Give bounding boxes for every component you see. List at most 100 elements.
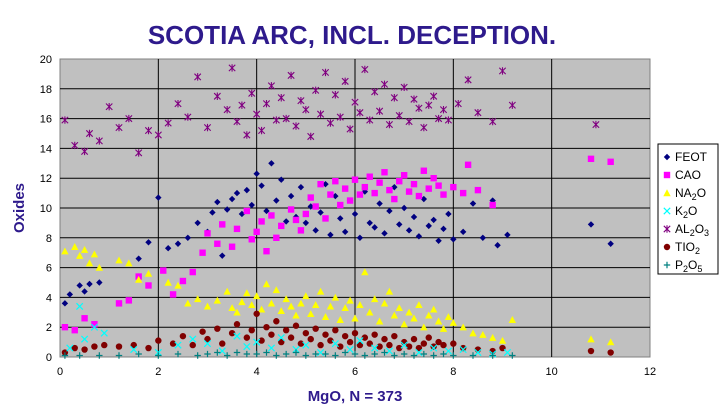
na2o-point: [134, 275, 143, 283]
na2o-point: [71, 243, 79, 250]
al2o3-point: [95, 137, 103, 145]
legend-marker-tio2: [663, 243, 671, 251]
feot-point: [381, 230, 388, 237]
tio2-point: [101, 341, 108, 349]
p2o5-point: [174, 350, 182, 358]
feot-point: [302, 219, 310, 227]
al2o3-point: [464, 76, 472, 84]
na2o-point: [390, 311, 399, 319]
p2o5-point: [223, 352, 231, 359]
y-tick-label: 12: [40, 173, 52, 185]
na2o-point: [429, 305, 438, 313]
feot-point: [297, 183, 305, 191]
legend-label-k2o: K2O: [675, 204, 697, 220]
tick-labels: 0 2 4 6 8 10 12 0 2 4 6 8 10 12 14 16 18 20: [40, 54, 656, 378]
legend-label-tio2: TIO2: [675, 240, 700, 256]
tio2-point: [450, 340, 457, 347]
feot-point: [322, 180, 329, 188]
p2o5-point: [204, 350, 211, 358]
na2o-point: [267, 299, 276, 307]
cao-point: [125, 297, 133, 304]
al2o3-point: [366, 116, 374, 124]
cao-point: [169, 291, 177, 298]
feot-point: [376, 200, 383, 207]
al2o3-point: [80, 147, 89, 156]
feot-point: [287, 192, 295, 200]
tio2-point: [440, 341, 447, 349]
cao-point: [450, 183, 457, 191]
na2o-point: [297, 299, 305, 307]
p2o5-point: [469, 352, 477, 359]
k2o-point: [80, 335, 89, 343]
al2o3-point: [489, 117, 497, 126]
y-tick-label: 4: [46, 292, 52, 304]
k2o-point: [243, 342, 251, 351]
k2o-point: [430, 344, 438, 352]
cao-point: [489, 201, 496, 209]
cao-point: [317, 180, 324, 188]
na2o-point: [262, 280, 271, 288]
al2o3-point: [385, 120, 394, 129]
feot-point: [396, 221, 403, 228]
k2o-point: [76, 302, 84, 310]
feot-point: [76, 282, 83, 289]
k2o-point: [316, 348, 325, 357]
na2o-point: [434, 317, 443, 325]
feot-point: [337, 215, 344, 222]
al2o3-point: [361, 65, 369, 74]
na2o-point: [228, 304, 236, 312]
al2o3-point: [228, 64, 236, 72]
cao-point: [341, 185, 349, 192]
series-al2o3: [61, 64, 600, 157]
tio2-point: [430, 343, 437, 350]
cao-point: [248, 236, 255, 243]
na2o-point: [125, 259, 133, 267]
k2o-point: [415, 348, 423, 357]
feot-point: [312, 227, 319, 234]
legend-item-al2o3: AL2O3: [663, 222, 709, 238]
y-tick-label: 8: [46, 233, 52, 245]
cao-point: [371, 189, 378, 197]
na2o-point: [193, 295, 202, 303]
p2o5-point: [400, 350, 408, 358]
tio2-point: [587, 347, 595, 355]
na2o-point: [498, 336, 507, 344]
feot-point: [86, 280, 93, 288]
k2o-point: [346, 345, 354, 354]
tio2-point: [233, 321, 241, 328]
al2o3-point: [85, 129, 94, 138]
cao-point: [312, 203, 319, 210]
na2o-point: [459, 323, 467, 331]
tio2-point: [381, 335, 388, 343]
cao-point: [228, 243, 236, 250]
legend-item-k2o: K2O: [663, 204, 697, 220]
cao-point: [361, 183, 369, 191]
cao-point: [356, 191, 364, 198]
legend-label-al2o3: AL2O3: [675, 222, 709, 238]
al2o3-point: [248, 89, 256, 97]
al2o3-point: [592, 120, 600, 129]
tio2-point: [263, 324, 270, 331]
tio2-point: [145, 344, 152, 352]
al2o3-point: [272, 116, 280, 124]
feot-point: [263, 207, 270, 215]
y-tick-label: 6: [46, 263, 52, 275]
na2o-point: [508, 316, 517, 323]
tio2-point: [292, 322, 300, 329]
feot-point: [425, 222, 432, 230]
feot-point: [450, 236, 457, 243]
cao-point: [459, 189, 467, 197]
al2o3-point: [434, 114, 443, 123]
tio2-point: [199, 328, 206, 335]
p2o5-point: [381, 349, 388, 356]
k2o-point: [90, 323, 99, 331]
cao-point: [71, 326, 78, 334]
na2o-point: [248, 301, 256, 309]
na2o-point: [425, 311, 433, 319]
al2o3-point: [71, 141, 79, 150]
tio2-point: [219, 340, 226, 347]
tio2-point: [71, 344, 78, 352]
tio2-point: [410, 335, 418, 343]
tio2-point: [228, 329, 236, 337]
na2o-point: [400, 320, 408, 328]
